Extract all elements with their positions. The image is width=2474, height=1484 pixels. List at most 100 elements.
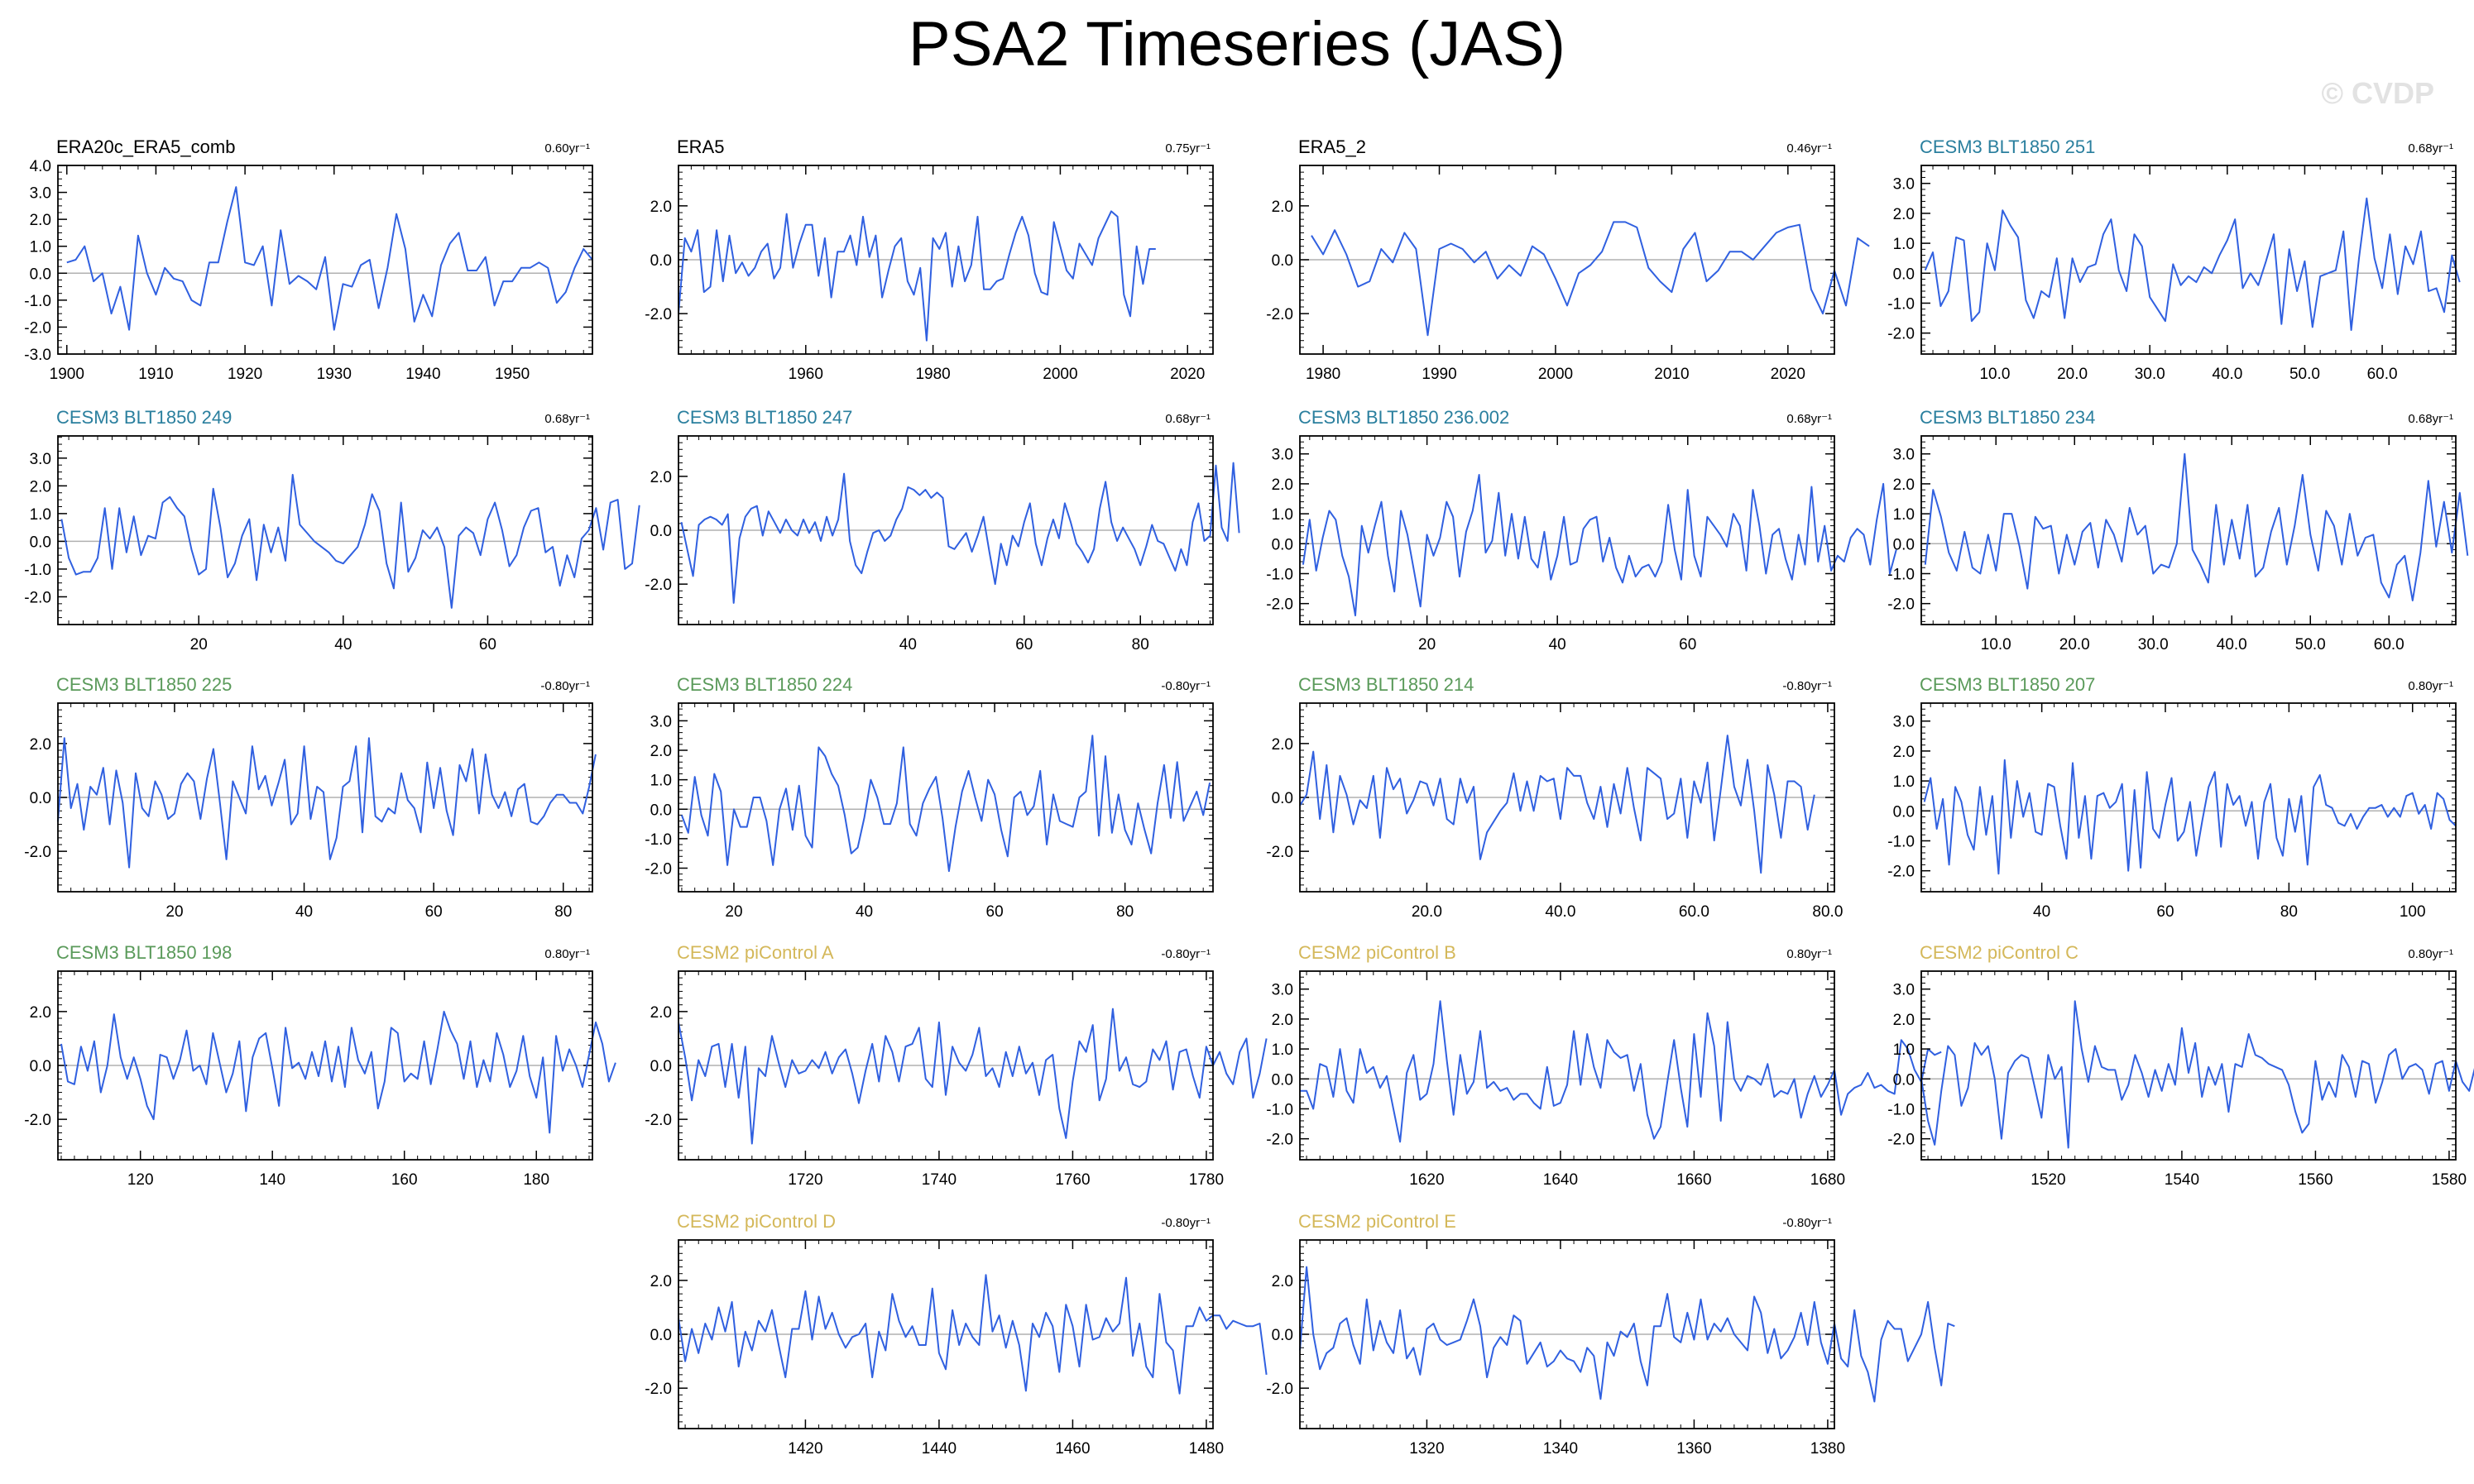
panel-17: 1420 1440 1460 1480 -2.0 0.0 2.0 CESM2 piContro…: [645, 1211, 1268, 1458]
y-tick-label: 3.0: [1272, 447, 1293, 464]
panel-5: 20 40 60 -2.0 -1.0 0.0 1.0 2.0 3.0 CESM3 BLT1850 …: [24, 407, 640, 653]
series-line: [680, 462, 1240, 604]
panel-title: CESM3 BLT1850 234: [1920, 407, 2095, 428]
panel-title: CESM3 BLT1850 251: [1920, 136, 2095, 157]
y-tick-label: -1.0: [1887, 1101, 1915, 1118]
plot-frame: [678, 1239, 1214, 1429]
panel-14: 1720 1740 1760 1780 -2.0 0.0 2.0 CESM2 piContro…: [645, 942, 1268, 1189]
series-line: [1299, 735, 1815, 874]
panel-title: CESM3 BLT1850 214: [1298, 674, 1474, 695]
x-tick-label: 30.0: [2135, 366, 2165, 383]
x-tick-label: 1910: [138, 366, 173, 383]
series-line: [1923, 759, 2457, 875]
plot-frame: [1920, 970, 2457, 1161]
x-tick-label: 1440: [922, 1440, 957, 1458]
y-tick-label: 4.0: [30, 158, 51, 175]
series-line: [1311, 221, 1870, 337]
y-tick-label: 1.0: [1893, 236, 1915, 253]
y-tick-label: 2.0: [1272, 1273, 1293, 1290]
panel-12: 40 60 80 100 -2.0 -1.0 0.0 1.0 2.0 3.0 CESM3 BLT18…: [1887, 674, 2457, 921]
x-tick-label: 1740: [922, 1171, 957, 1189]
trend-label: -0.80yr⁻¹: [540, 679, 590, 693]
trend-label: -0.80yr⁻¹: [1161, 947, 1211, 961]
panel-title: CESM3 BLT1850 198: [56, 942, 232, 963]
y-tick-label: -2.0: [24, 1112, 51, 1129]
x-tick-label: 1480: [1189, 1440, 1224, 1458]
x-tick-label: 50.0: [2295, 636, 2326, 653]
y-tick-label: 2.0: [650, 1273, 672, 1290]
x-tick-label: 30.0: [2138, 636, 2169, 653]
trend-label: 0.80yr⁻¹: [2408, 947, 2453, 961]
y-tick-label: -2.0: [24, 319, 51, 337]
plot-frame: [1920, 165, 2457, 355]
x-tick-label: 1620: [1409, 1171, 1444, 1189]
trend-label: -0.80yr⁻¹: [1782, 1216, 1832, 1230]
panel-title: CESM2 piControl E: [1298, 1211, 1456, 1232]
y-tick-label: 0.0: [30, 790, 51, 807]
panel-title: CESM3 BLT1850 249: [56, 407, 232, 428]
x-tick-label: 1920: [228, 366, 262, 383]
panel-9: 20 40 60 80 -2.0 0.0 2.0 CESM3 BLT1850 225 -0.80…: [24, 674, 597, 921]
y-tick-label: 1.0: [30, 239, 51, 256]
y-tick-label: -2.0: [24, 589, 51, 606]
panel-6: 40 60 80 -2.0 0.0 2.0 CESM3 BLT1850 247 0.68yr⁻…: [645, 407, 1240, 653]
y-tick-label: 0.0: [1893, 266, 1915, 283]
x-tick-label: 2000: [1043, 366, 1077, 383]
y-tick-label: -3.0: [24, 347, 51, 364]
y-tick-label: 2.0: [650, 199, 672, 216]
series-line: [680, 735, 1211, 873]
x-tick-label: 1320: [1409, 1440, 1444, 1458]
y-tick-label: 3.0: [1893, 714, 1915, 731]
plot-frame: [57, 970, 593, 1161]
x-tick-label: 1580: [2432, 1171, 2467, 1189]
plot-frame: [1299, 702, 1835, 893]
panel-title: CESM2 piControl C: [1920, 942, 2078, 963]
y-tick-label: -2.0: [1266, 1132, 1293, 1149]
series-line: [678, 210, 1156, 342]
y-tick-label: 0.0: [1272, 790, 1293, 807]
y-tick-label: 0.0: [650, 802, 672, 819]
y-tick-label: 2.0: [30, 478, 51, 495]
x-tick-label: 1980: [915, 366, 950, 383]
panel-10: 20 40 60 80 -2.0 -1.0 0.0 1.0 2.0 3.0 CESM3 BLT185…: [645, 674, 1214, 921]
y-tick-label: -2.0: [1887, 596, 1915, 614]
y-tick-label: 3.0: [30, 451, 51, 468]
y-tick-label: 2.0: [30, 1004, 51, 1022]
trend-label: 0.60yr⁻¹: [544, 141, 590, 156]
plot-frame: [678, 165, 1214, 355]
x-tick-label: 60: [425, 903, 443, 921]
x-tick-label: 20: [165, 903, 183, 921]
x-tick-label: 40: [1549, 636, 1566, 653]
y-tick-label: 2.0: [650, 1004, 672, 1022]
x-tick-label: 2020: [1771, 366, 1805, 383]
panel-3: 1980 1990 2000 2010 2020 -2.0 0.0 2.0 ERA5_2 0.46…: [1266, 136, 1870, 383]
plot-frame: [1299, 970, 1835, 1161]
y-tick-label: 0.0: [650, 252, 672, 270]
trend-label: 0.68yr⁻¹: [1786, 412, 1832, 426]
panel-8: 10.0 20.0 30.0 40.0 50.0 60.0 -2.0 -1.0 0.0 1.0 2.…: [1887, 407, 2469, 653]
x-tick-label: 1680: [1810, 1171, 1845, 1189]
series-line: [678, 1274, 1268, 1395]
x-tick-label: 1360: [1676, 1440, 1711, 1458]
trend-label: -0.80yr⁻¹: [1161, 1216, 1211, 1230]
y-tick-label: -1.0: [24, 562, 51, 579]
trend-label: -0.80yr⁻¹: [1161, 679, 1211, 693]
x-tick-label: 60.0: [1679, 903, 1709, 921]
series-line: [60, 473, 640, 609]
series-line: [57, 737, 597, 869]
panel-4: 10.0 20.0 30.0 40.0 50.0 60.0 -2.0 -1.0 0.0 1.0 2.…: [1887, 136, 2461, 383]
panel-title: CESM3 BLT1850 224: [677, 674, 852, 695]
plot-frame: [57, 435, 593, 625]
y-tick-label: 2.0: [1272, 1012, 1293, 1029]
y-tick-label: 3.0: [1893, 982, 1915, 999]
y-tick-label: 1.0: [1893, 773, 1915, 791]
trend-label: 0.80yr⁻¹: [1786, 947, 1832, 961]
plot-frame: [1299, 435, 1835, 625]
x-tick-label: 60: [479, 636, 496, 653]
y-tick-label: 0.0: [1893, 536, 1915, 553]
y-tick-label: -2.0: [24, 844, 51, 861]
y-tick-label: 1.0: [1272, 1041, 1293, 1059]
y-tick-label: 3.0: [1893, 447, 1915, 464]
x-tick-label: 10.0: [1981, 636, 2011, 653]
x-tick-label: 2010: [1654, 366, 1689, 383]
